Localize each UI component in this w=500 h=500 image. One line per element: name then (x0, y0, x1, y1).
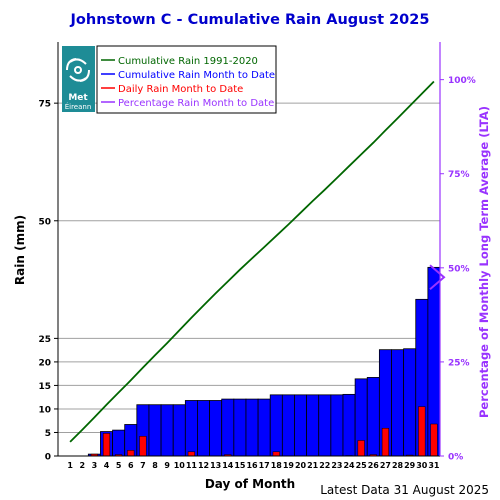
cumulative-rain-bar (184, 400, 198, 457)
x-tick-label: 26 (368, 461, 380, 470)
cumulative-rain-bar (306, 394, 320, 457)
daily-rain-bar (139, 435, 147, 457)
logo-background (62, 46, 95, 112)
cumulative-rain-bar (172, 404, 186, 457)
logo-text-met: Met (68, 93, 88, 103)
x-tick-label: 8 (152, 461, 158, 470)
x-tick-label: 5 (116, 461, 122, 470)
bars (87, 266, 441, 457)
met-eireann-logo: Met Éireann (62, 46, 95, 112)
x-tick-label: 3 (92, 461, 98, 470)
y2-axis-label: Percentage of Monthly Long Term Average … (477, 106, 491, 418)
cumulative-rain-bar (233, 398, 247, 457)
logo-text-eireann: Éireann (65, 102, 92, 111)
x-tick-label: 28 (392, 461, 404, 470)
x-tick-label: 25 (356, 461, 368, 470)
legend-label-percentage: Percentage Rain Month to Date (118, 98, 274, 109)
legend-box (96, 45, 277, 114)
y-tick-label: 5 (45, 429, 51, 439)
cumulative-rain-bar (209, 400, 223, 457)
y-tick-label: 75 (38, 100, 51, 110)
x-tick-label: 27 (380, 461, 391, 470)
chart-title: Johnstown C - Cumulative Rain August 202… (70, 12, 430, 28)
cumulative-rain-bar (342, 393, 356, 457)
x-tick-label: 18 (271, 461, 283, 470)
y-tick-label: 50 (38, 217, 51, 227)
cumulative-rain-bar (294, 394, 308, 457)
footer-text: Latest Data 31 August 2025 (320, 483, 489, 497)
x-tick-label: 19 (283, 461, 295, 470)
cumulative-rain-bar (221, 398, 235, 457)
x-axis-label: Day of Month (205, 477, 295, 491)
percentage-marker (429, 264, 446, 290)
cumulative-rain-bar (160, 404, 174, 457)
x-tick-label: 12 (198, 461, 209, 470)
y-tick-label: 10 (38, 405, 51, 415)
x-tick-label: 13 (210, 461, 221, 470)
daily-rain-bar (430, 423, 438, 457)
x-tick-label: 20 (295, 461, 307, 470)
cumulative-rain-bar (391, 349, 405, 457)
x-tick-label: 16 (246, 461, 258, 470)
x-tick-label: 7 (140, 461, 146, 470)
x-tick-label: 30 (416, 461, 428, 470)
x-tick-label: 11 (186, 461, 198, 470)
legend-label-lta: Cumulative Rain 1991-2020 (118, 56, 258, 67)
y-tick-label: 0 (45, 453, 51, 463)
x-tick-label: 9 (164, 461, 170, 470)
x-tick-label: 14 (222, 461, 234, 470)
cumulative-rain-bar (148, 404, 162, 457)
lta-line-layer (69, 80, 435, 443)
daily-rain-bar (127, 450, 135, 457)
cumulative-rain-bar (269, 394, 283, 457)
daily-rain-bar (381, 427, 390, 457)
daily-rain-bar (357, 440, 365, 457)
x-tick-label: 2 (79, 461, 85, 470)
cumulative-rain-bar (330, 394, 344, 457)
x-tick-label: 29 (404, 461, 416, 470)
x-tick-label: 22 (319, 461, 330, 470)
y-tick-label: 25 (38, 335, 51, 345)
y2-tick-label: 75% (448, 170, 470, 180)
axes (57, 42, 441, 457)
legend-label-cumulative: Cumulative Rain Month to Date (118, 70, 275, 81)
cumulative-rain-bar (281, 394, 295, 457)
y-tick-label: 15 (38, 382, 51, 392)
logo-swirl-icon (66, 58, 90, 82)
x-tick-label: 4 (104, 461, 110, 470)
legend-label-daily: Daily Rain Month to Date (118, 84, 243, 95)
x-tick-label: 10 (174, 461, 186, 470)
x-tick-label: 24 (343, 461, 355, 470)
x-tick-label: 6 (128, 461, 134, 470)
cumulative-rain-bar (403, 348, 417, 457)
daily-rain-bar (187, 451, 195, 457)
y2-tick-label: 50% (448, 264, 470, 274)
daily-rain-bar (272, 451, 280, 457)
daily-rain-bar (418, 406, 426, 457)
y2-tick-label: 25% (448, 358, 470, 368)
x-tick-label: 23 (331, 461, 342, 470)
cumulative-lta-line (69, 80, 435, 443)
cumulative-rain-bar (197, 400, 210, 457)
cumulative-rain-bar (366, 377, 380, 457)
legend: Cumulative Rain 1991-2020 Cumulative Rai… (96, 45, 277, 114)
x-tick-label: 31 (428, 461, 440, 470)
y-axis-label: Rain (mm) (13, 215, 27, 285)
cumulative-rain-bar (257, 398, 271, 457)
daily-rain-bar (102, 433, 111, 457)
y2-tick-label: 0% (448, 453, 463, 463)
cumulative-rain-bar (245, 398, 259, 457)
y2-tick-label: 100% (448, 76, 476, 86)
percentage-marker-layer (429, 264, 446, 290)
x-tick-label: 17 (259, 461, 270, 470)
y-tick-label: 20 (38, 358, 51, 368)
x-tick-label: 21 (307, 461, 319, 470)
x-tick-label: 1 (67, 461, 73, 470)
cumulative-rain-bar (318, 394, 332, 457)
x-tick-label: 15 (234, 461, 246, 470)
cumulative-rain-bar (112, 429, 126, 457)
